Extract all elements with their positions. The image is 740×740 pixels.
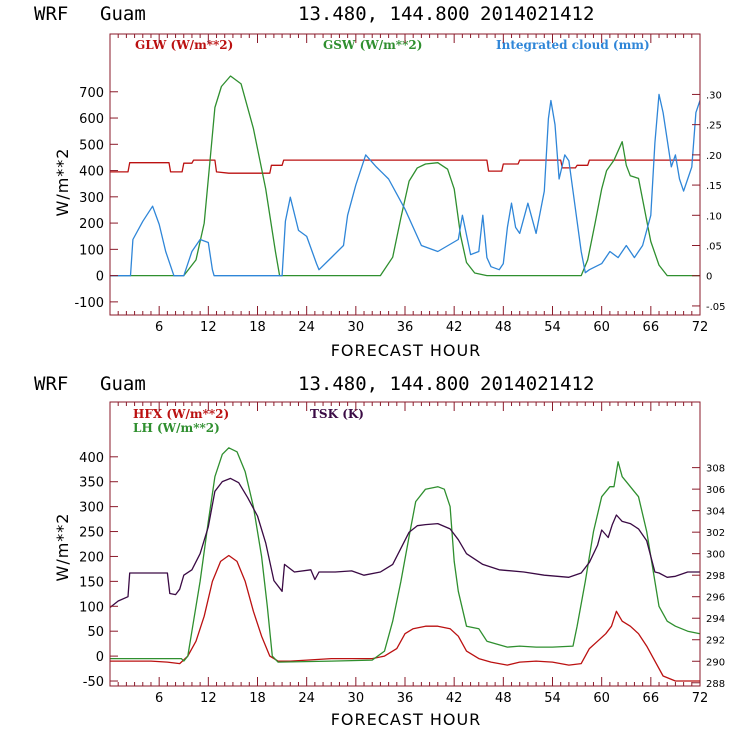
series-layer: [110, 75, 701, 277]
y2-tick-label: -.05: [706, 302, 726, 313]
x-tick-label: 42: [446, 691, 463, 706]
x-axis-label: FORECAST HOUR: [331, 341, 482, 360]
y2-tick-label: .20: [706, 151, 722, 162]
y2-tick-label: 300: [706, 550, 725, 561]
x-tick-label: 66: [643, 320, 660, 335]
y2-tick-label: 306: [706, 485, 725, 496]
y2-tick-label: 290: [706, 657, 725, 668]
y2-tick-label: 288: [706, 679, 725, 690]
y2-tick-label: 292: [706, 636, 725, 647]
header-coords: 13.480, 144.800: [298, 3, 470, 25]
y2-tick-label: .10: [706, 211, 722, 222]
x-tick-label: 12: [200, 691, 217, 706]
series-line-glw: [110, 159, 700, 174]
y-tick-label: 600: [79, 112, 104, 127]
y2-tick-label: .25: [706, 121, 722, 132]
legend-gsw: GSW (W/m**2): [323, 38, 422, 52]
y-tick-label: 700: [79, 86, 104, 101]
y2-tick-label: 296: [706, 593, 725, 604]
x-tick-label: 18: [249, 691, 266, 706]
y-tick-label: 100: [79, 600, 104, 615]
header-model: WRF: [34, 373, 68, 395]
y-tick-label: 200: [79, 217, 104, 232]
y-tick-label: 0: [96, 270, 104, 285]
series-line-lh: [110, 447, 701, 663]
chart-legend: GLW (W/m**2) GSW (W/m**2) Integrated clo…: [135, 38, 650, 52]
x-tick-label: 48: [495, 691, 512, 706]
y-tick-label: 400: [79, 165, 104, 180]
y-tick-label: -100: [74, 296, 104, 311]
chart-legend: HFX (W/m**2) LH (W/m**2) TSK (K): [133, 407, 364, 435]
header-init-time: 2014021412: [480, 3, 594, 25]
y-tick-label: 150: [79, 575, 104, 590]
y-tick-label: -50: [83, 675, 104, 690]
x-tick-label: 30: [348, 320, 365, 335]
x-tick-label: 24: [298, 320, 315, 335]
header-site: Guam: [100, 373, 146, 395]
y2-tick-label: 302: [706, 528, 725, 539]
axes-layer: 6 12 18 24 30 36 42 48 54 60 66 72 -50 0 50 100 150 200 25…: [79, 401, 725, 706]
x-tick-label: 48: [495, 320, 512, 335]
x-tick-label: 36: [397, 691, 414, 706]
header-model: WRF: [34, 3, 68, 25]
y-tick-label: 500: [79, 138, 104, 153]
legend-hfx: HFX (W/m**2): [133, 407, 229, 421]
y-tick-label: 100: [79, 243, 104, 258]
y-tick-label: 200: [79, 550, 104, 565]
y2-tick-label: .15: [706, 181, 722, 192]
y-axis-label: W/m**2: [53, 148, 72, 217]
y2-tick-label: 298: [706, 571, 725, 582]
x-tick-label: 36: [397, 320, 414, 335]
y-tick-label: 400: [79, 451, 104, 466]
radiation-cloud-panel: WRF Guam 13.480, 144.800 2014021412 GLW …: [34, 3, 726, 360]
x-tick-label: 12: [200, 320, 217, 335]
series-line-gsw: [110, 75, 700, 277]
panel-header: WRF Guam 13.480, 144.800 2014021412: [34, 373, 594, 395]
x-tick-label: 72: [692, 691, 709, 706]
heat-flux-panel: WRF Guam 13.480, 144.800 2014021412 HFX …: [34, 373, 725, 729]
x-tick-label: 60: [593, 691, 610, 706]
series-layer: [109, 447, 701, 682]
x-axis-label: FORECAST HOUR: [331, 710, 482, 729]
y-tick-label: 300: [79, 191, 104, 206]
y-axis-label: W/m**2: [53, 513, 72, 582]
series-line-hfx: [110, 554, 700, 682]
header-coords: 13.480, 144.800: [298, 373, 470, 395]
y-tick-label: 250: [79, 526, 104, 541]
series-line-integrated: [110, 93, 701, 277]
x-tick-label: 42: [446, 320, 463, 335]
x-tick-label: 54: [544, 320, 561, 335]
x-tick-label: 60: [593, 320, 610, 335]
x-tick-label: 18: [249, 320, 266, 335]
x-tick-label: 24: [298, 691, 315, 706]
y2-tick-label: 294: [706, 614, 725, 625]
series-line-tsk: [109, 477, 700, 609]
panel-header: WRF Guam 13.480, 144.800 2014021412: [34, 3, 594, 25]
header-site: Guam: [100, 3, 146, 25]
y2-tick-label: 304: [706, 507, 725, 518]
y-tick-label: 0: [96, 650, 104, 665]
y-tick-label: 350: [79, 476, 104, 491]
legend-glw: GLW (W/m**2): [135, 38, 233, 52]
y2-tick-label: .05: [706, 242, 722, 253]
axes-layer: 6 12 18 24 30 36 42 48 54 60 66 72 -100 0 100 200 300 400…: [74, 33, 726, 335]
y2-tick-label: 0: [706, 272, 712, 283]
y-tick-label: 300: [79, 501, 104, 516]
legend-lh: LH (W/m**2): [133, 421, 220, 435]
x-tick-label: 6: [155, 691, 163, 706]
legend-tsk: TSK (K): [310, 407, 364, 421]
legend-integrated-cloud: Integrated cloud (mm): [496, 38, 650, 52]
header-init-time: 2014021412: [480, 373, 594, 395]
plot-frame: [109, 401, 701, 687]
x-tick-label: 54: [544, 691, 561, 706]
y2-tick-label: 308: [706, 464, 725, 475]
x-tick-label: 30: [348, 691, 365, 706]
x-tick-label: 72: [692, 320, 709, 335]
x-tick-label: 66: [643, 691, 660, 706]
plot-frame: [109, 33, 701, 316]
y-tick-label: 50: [87, 625, 104, 640]
y2-tick-label: .30: [706, 90, 722, 101]
x-tick-label: 6: [155, 320, 163, 335]
